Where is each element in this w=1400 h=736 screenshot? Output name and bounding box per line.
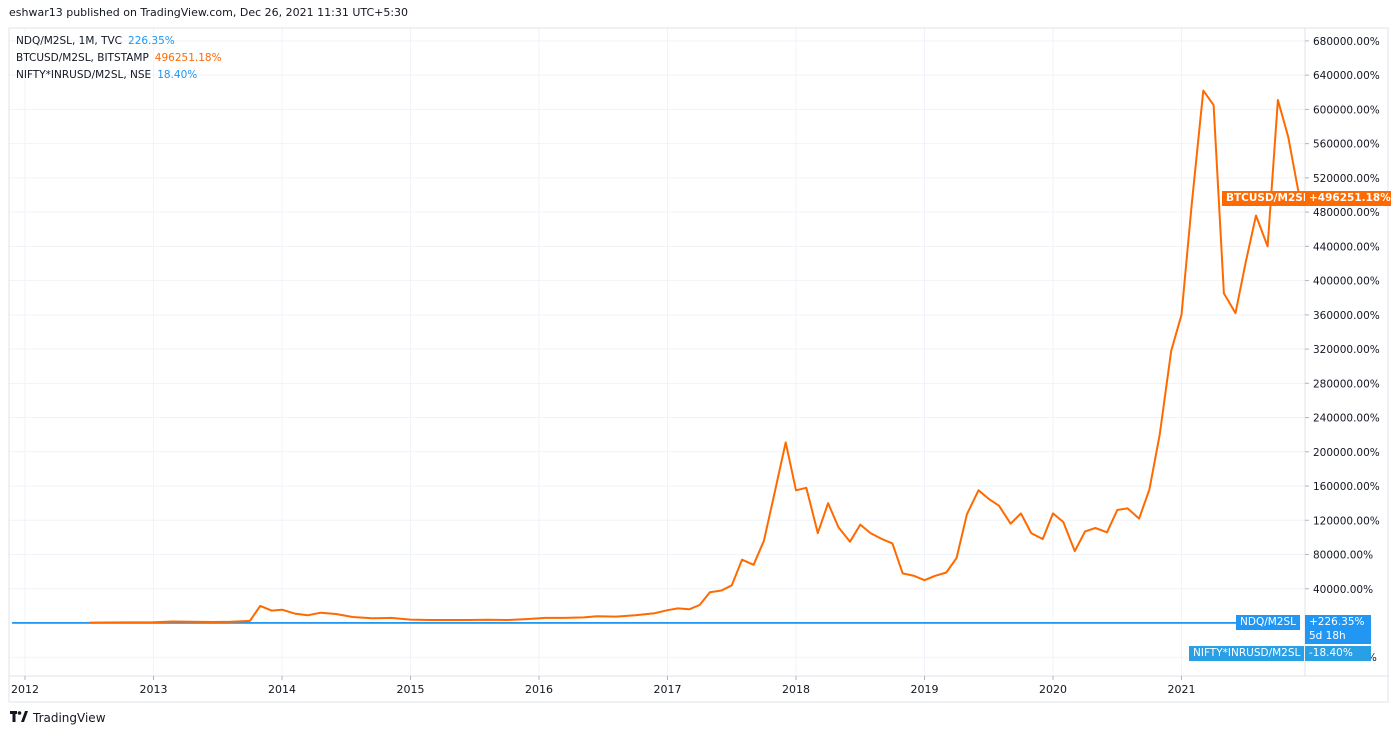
x-tick-label: 2018 — [782, 683, 810, 696]
price-axis: 680000.00% 640000.00% 600000.00% 560000.00%… — [1305, 36, 1380, 664]
publisher-caption: eshwar13 published on TradingView.com, D… — [9, 6, 409, 19]
legend-row-ndq[interactable]: NDQ/M2SL, 1M, TVC 226.35% — [16, 33, 222, 50]
btc-series-line — [89, 89, 1301, 624]
y-tick-label: 240000.00% — [1313, 413, 1380, 425]
y-tick-label: 80000.00% — [1313, 550, 1373, 562]
legend-value: 18.40% — [157, 69, 198, 81]
y-tick-label: 360000.00% — [1313, 310, 1380, 322]
y-tick-label: 200000.00% — [1313, 447, 1380, 459]
ndq-value-label: +226.35% — [1305, 615, 1371, 630]
y-tick-label: 120000.00% — [1313, 515, 1380, 527]
legend-symbol: NIFTY*INRUSD/M2SL, NSE — [16, 69, 152, 81]
countdown-label: 5d 18h — [1305, 629, 1371, 644]
y-tick-label: 400000.00% — [1313, 276, 1380, 288]
chart-grid — [9, 28, 1305, 676]
legend-row-nifty[interactable]: NIFTY*INRUSD/M2SL, NSE 18.40% — [16, 67, 222, 84]
legend-symbol: NDQ/M2SL, 1M, TVC — [16, 35, 123, 47]
y-tick-label: 480000.00% — [1313, 207, 1380, 219]
y-tick-label: 440000.00% — [1313, 241, 1380, 253]
y-tick-label: 320000.00% — [1313, 344, 1380, 356]
legend-value: 226.35% — [128, 35, 175, 47]
chart-pane-border — [8, 27, 1389, 703]
nifty-value-label: -18.40% — [1305, 646, 1371, 661]
legend-value: 496251.18% — [154, 52, 222, 64]
legend-row-btc[interactable]: BTCUSD/M2SL, BITSTAMP 496251.18% — [16, 50, 222, 67]
x-tick-label: 2013 — [140, 683, 168, 696]
x-tick-label: 2014 — [268, 683, 296, 696]
y-tick-label: 600000.00% — [1313, 104, 1380, 116]
x-tick-label: 2020 — [1039, 683, 1067, 696]
y-tick-label: 560000.00% — [1313, 139, 1380, 151]
x-tick-label: 2016 — [525, 683, 553, 696]
x-tick-label: 2021 — [1168, 683, 1196, 696]
x-tick-label: 2019 — [911, 683, 939, 696]
time-axis: 2012 2013 2014 2015 2016 2017 2018 2019 2020 2021 — [11, 676, 1196, 696]
y-tick-label: 160000.00% — [1313, 481, 1380, 493]
legend-symbol: BTCUSD/M2SL, BITSTAMP — [16, 52, 149, 64]
ndq-name-label: NDQ/M2SL — [1236, 615, 1300, 630]
x-tick-label: 2015 — [397, 683, 425, 696]
y-tick-label: 640000.00% — [1313, 70, 1380, 82]
y-tick-label: 40000.00% — [1313, 584, 1373, 596]
legend: NDQ/M2SL, 1M, TVC 226.35% BTCUSD/M2SL, BI… — [16, 33, 222, 84]
y-tick-label: 280000.00% — [1313, 378, 1380, 390]
nifty-name-label: NIFTY*INRUSD/M2SL — [1189, 646, 1305, 661]
x-tick-label: 2017 — [654, 683, 682, 696]
tradingview-logo-icon — [10, 711, 28, 725]
y-tick-label: 680000.00% — [1313, 36, 1380, 48]
btc-value-label: +496251.18% — [1305, 191, 1391, 206]
y-tick-label: 520000.00% — [1313, 173, 1380, 185]
btc-name-label: BTCUSD/M2SL — [1222, 191, 1314, 206]
brand-name: TradingView — [33, 711, 106, 725]
series-group — [12, 89, 1301, 624]
footer-brand[interactable]: TradingView — [10, 711, 106, 725]
x-tick-label: 2012 — [11, 683, 39, 696]
